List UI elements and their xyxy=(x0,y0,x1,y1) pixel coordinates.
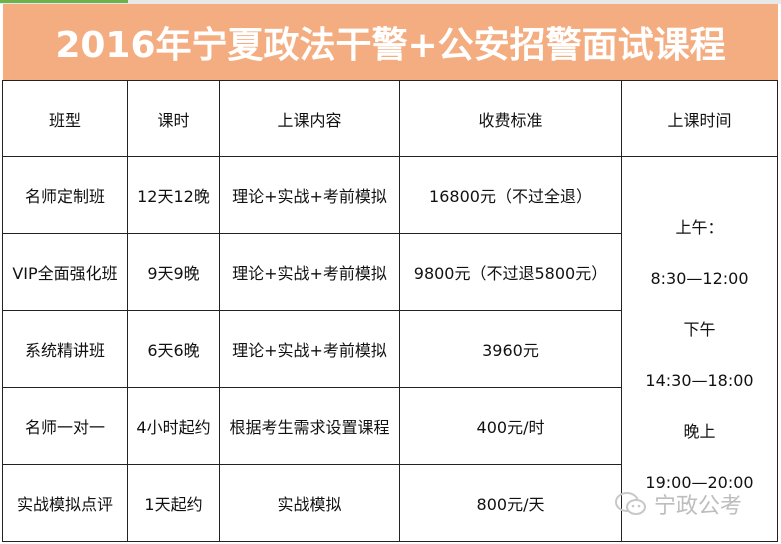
wechat-icon xyxy=(615,492,646,515)
schedule-line: 8:30—12:00 xyxy=(650,269,749,288)
header-hours: 课时 xyxy=(127,80,220,157)
schedule-line: 19:00—20:00 xyxy=(645,473,754,492)
content-cell: 理论+实战+考前模拟 xyxy=(219,233,400,311)
header-content: 上课内容 xyxy=(219,80,400,157)
class-type-cell: 名师一对一 xyxy=(2,387,128,465)
fee-cell: 3960元 xyxy=(399,310,622,388)
content-cell: 根据考生需求设置课程 xyxy=(219,387,400,465)
fee-cell: 16800元（不过全退） xyxy=(399,156,622,234)
content-cell: 实战模拟 xyxy=(219,464,400,542)
hours-cell: 6天6晚 xyxy=(127,310,220,388)
class-type-cell: 系统精讲班 xyxy=(2,310,128,388)
schedule-line: 下午 xyxy=(683,320,716,339)
schedule-cell: 上午： 8:30—12:00 下午 14:30—18:00 晚上 19:00—20:00 xyxy=(621,156,778,542)
page-title: 2016年宁夏政法干警+公安招警面试课程 xyxy=(3,4,778,80)
class-type-cell: 名师定制班 xyxy=(2,156,128,234)
header-class-type: 班型 xyxy=(2,80,128,157)
schedule-line: 晚上 xyxy=(683,422,716,441)
watermark-text: 宁政公考 xyxy=(654,494,743,519)
content-cell: 理论+实战+考前模拟 xyxy=(219,156,400,234)
header-fee: 收费标准 xyxy=(399,80,622,157)
top-strip xyxy=(0,0,781,4)
watermark: 宁政公考 xyxy=(614,488,742,520)
hours-cell: 4小时起约 xyxy=(127,387,220,465)
active-sheet-indicator xyxy=(0,0,128,3)
fee-cell: 400元/时 xyxy=(399,387,622,465)
hours-cell: 1天起约 xyxy=(127,464,220,542)
class-type-cell: VIP全面强化班 xyxy=(2,233,128,311)
content-cell: 理论+实战+考前模拟 xyxy=(219,310,400,388)
header-schedule: 上课时间 xyxy=(621,80,778,157)
fee-cell: 800元/天 xyxy=(399,464,622,542)
hours-cell: 9天9晚 xyxy=(127,233,220,311)
schedule-line: 14:30—18:00 xyxy=(645,371,754,390)
fee-cell: 9800元（不过退5800元） xyxy=(399,233,622,311)
schedule-line: 上午： xyxy=(675,218,724,237)
hours-cell: 12天12晚 xyxy=(127,156,220,234)
class-type-cell: 实战模拟点评 xyxy=(2,464,128,542)
